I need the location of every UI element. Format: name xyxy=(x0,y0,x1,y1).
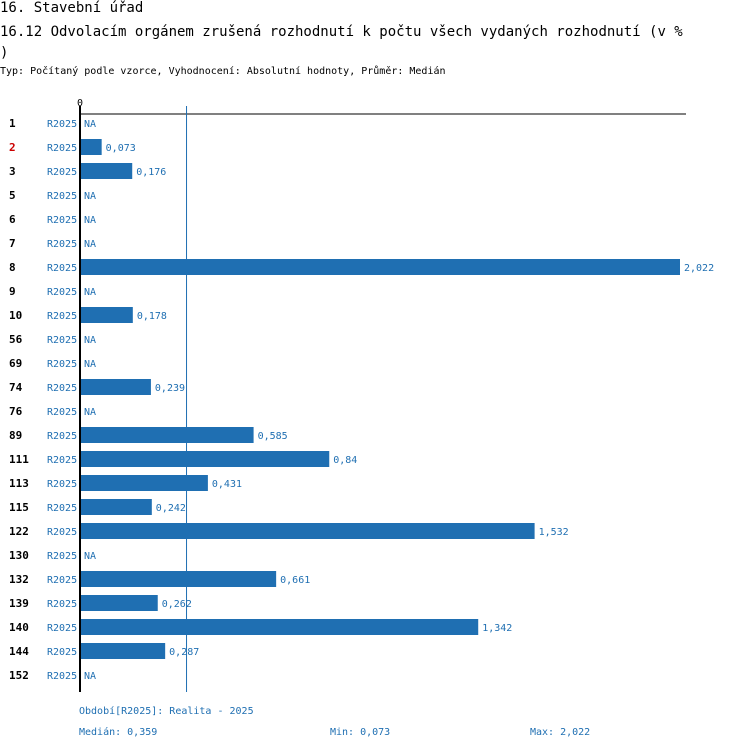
chart-meta: Typ: Počítaný podle vzorce, Vyhodnocení:… xyxy=(0,66,446,77)
category-label: 113 xyxy=(9,477,29,490)
category-label: 140 xyxy=(9,621,29,634)
series-label: R2025 xyxy=(47,215,77,226)
series-label: R2025 xyxy=(47,143,77,154)
category-label: 132 xyxy=(9,573,29,586)
series-label: R2025 xyxy=(47,503,77,514)
value-label: 1,342 xyxy=(482,623,512,634)
series-label: R2025 xyxy=(47,623,77,634)
category-label: 152 xyxy=(9,669,29,682)
series-label: R2025 xyxy=(47,671,77,682)
axis-zero-label: 0 xyxy=(77,98,83,109)
value-label: NA xyxy=(84,359,96,370)
category-label: 2 xyxy=(9,141,16,154)
value-label: NA xyxy=(84,671,96,682)
category-label: 139 xyxy=(9,597,29,610)
value-label: NA xyxy=(84,407,96,418)
value-label: 0,661 xyxy=(280,575,310,586)
value-label: NA xyxy=(84,119,96,130)
category-label: 8 xyxy=(9,261,16,274)
bar xyxy=(80,523,535,539)
category-label: 10 xyxy=(9,309,22,322)
chart-subtitle-line1: 16.12 Odvolacím orgánem zrušená rozhodnu… xyxy=(0,24,683,40)
value-label: 0,585 xyxy=(258,431,288,442)
chart-title: 16. Stavební úřad xyxy=(0,0,144,16)
category-label: 3 xyxy=(9,165,16,178)
value-label: 0,178 xyxy=(137,311,167,322)
value-label: NA xyxy=(84,239,96,250)
series-label: R2025 xyxy=(47,383,77,394)
category-label: 7 xyxy=(9,237,16,250)
chart-subtitle-line2: ) xyxy=(0,45,9,61)
series-label: R2025 xyxy=(47,599,77,610)
value-label: 0,262 xyxy=(162,599,192,610)
bar xyxy=(80,643,166,659)
category-label: 6 xyxy=(9,213,16,226)
series-label: R2025 xyxy=(47,527,77,538)
value-label: 0,239 xyxy=(155,383,185,394)
series-label: R2025 xyxy=(47,455,77,466)
bar xyxy=(80,307,133,323)
series-label: R2025 xyxy=(47,311,77,322)
value-label: NA xyxy=(84,191,96,202)
bar xyxy=(80,427,254,443)
value-label: 0,242 xyxy=(156,503,186,514)
series-label: R2025 xyxy=(47,119,77,130)
series-label: R2025 xyxy=(47,359,77,370)
bar xyxy=(80,139,102,155)
series-label: R2025 xyxy=(47,431,77,442)
bar xyxy=(80,571,277,587)
bar xyxy=(80,451,330,467)
bar xyxy=(80,475,208,491)
category-label: 111 xyxy=(9,453,29,466)
category-label: 144 xyxy=(9,645,29,658)
value-label: 1,532 xyxy=(539,527,569,538)
category-label: 130 xyxy=(9,549,29,562)
bar xyxy=(80,499,152,515)
footer-period: Období[R2025]: Realita - 2025 xyxy=(79,706,254,717)
category-label: 9 xyxy=(9,285,16,298)
value-label: NA xyxy=(84,215,96,226)
series-label: R2025 xyxy=(47,479,77,490)
chart-subtitle: 16.12 Odvolacím orgánem zrušená rozhodnu… xyxy=(0,22,740,64)
footer-max: Max: 2,022 xyxy=(530,727,591,738)
series-label: R2025 xyxy=(47,647,77,658)
value-label: 0,431 xyxy=(212,479,242,490)
footer-median: Medián: 0,359 xyxy=(79,727,158,738)
value-label: 0,287 xyxy=(169,647,199,658)
category-label: 76 xyxy=(9,405,23,418)
category-label: 1 xyxy=(9,117,16,130)
value-label: NA xyxy=(84,335,96,346)
value-label: NA xyxy=(84,287,96,298)
category-label: 69 xyxy=(9,357,22,370)
bar xyxy=(80,619,479,635)
bar xyxy=(80,163,133,179)
value-label: 0,84 xyxy=(333,455,357,466)
series-label: R2025 xyxy=(47,263,77,274)
bar xyxy=(80,379,151,395)
value-label: NA xyxy=(84,551,96,562)
series-label: R2025 xyxy=(47,239,77,250)
value-label: 0,073 xyxy=(106,143,136,154)
series-label: R2025 xyxy=(47,287,77,298)
series-label: R2025 xyxy=(47,575,77,586)
value-label: 0,176 xyxy=(136,167,166,178)
series-label: R2025 xyxy=(47,407,77,418)
category-label: 122 xyxy=(9,525,29,538)
category-label: 89 xyxy=(9,429,22,442)
footer-min: Min: 0,073 xyxy=(330,727,391,738)
series-label: R2025 xyxy=(47,167,77,178)
category-label: 56 xyxy=(9,333,23,346)
value-label: 2,022 xyxy=(684,263,714,274)
bar xyxy=(80,595,158,611)
series-label: R2025 xyxy=(47,335,77,346)
series-label: R2025 xyxy=(47,551,77,562)
category-label: 115 xyxy=(9,501,29,514)
bar xyxy=(80,259,680,275)
category-label: 74 xyxy=(9,381,23,394)
series-label: R2025 xyxy=(47,191,77,202)
category-label: 5 xyxy=(9,189,16,202)
